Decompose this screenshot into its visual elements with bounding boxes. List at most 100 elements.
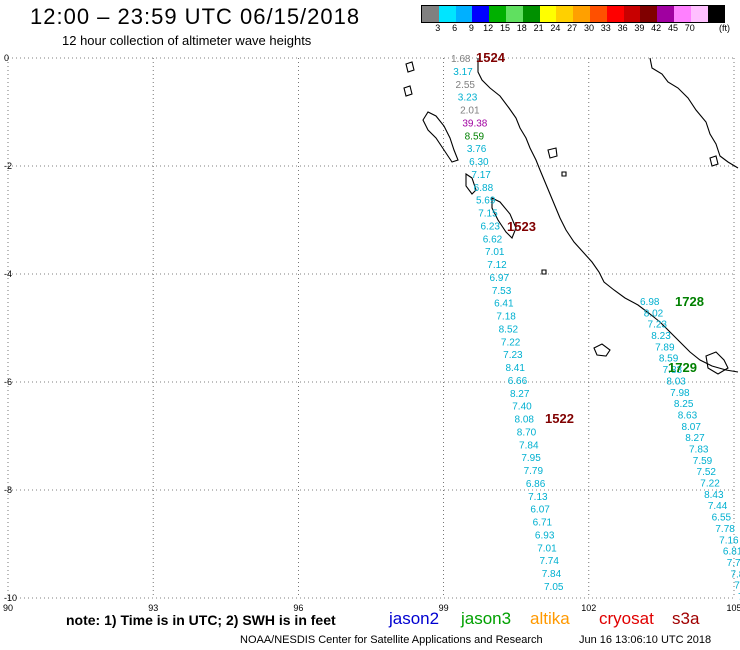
satellite-s3a: s3a xyxy=(672,609,700,628)
wave-height-value: 7.01 xyxy=(537,543,557,554)
wave-height-value: 7.89 xyxy=(655,342,675,353)
lat-tick-label: -6 xyxy=(4,377,12,387)
bangka-island xyxy=(705,351,729,375)
wave-height-value: 3.76 xyxy=(467,144,487,155)
satellite-jason2: jason2 xyxy=(389,609,440,628)
islet-north-1 xyxy=(405,61,415,73)
pass-number-label: 1523 xyxy=(507,219,536,234)
wave-height-value: 7.53 xyxy=(492,286,512,297)
wave-height-value: 5.69 xyxy=(476,196,496,207)
wave-height-value: 8.70 xyxy=(517,427,537,438)
wave-height-value: 8.27 xyxy=(685,433,705,444)
wave-height-value: 7.05 xyxy=(544,582,564,593)
wave-height-value: 7.16 xyxy=(719,535,739,546)
color-swatch xyxy=(522,6,540,22)
wave-height-value: 7.22 xyxy=(501,337,521,348)
color-swatch xyxy=(673,6,691,22)
lat-tick-label: -10 xyxy=(4,593,17,603)
wave-height-value: 8.59 xyxy=(659,354,679,365)
wave-height-value: 6.81 xyxy=(723,547,740,558)
color-scale-tick: 18 xyxy=(516,23,527,33)
wave-height-value: 7.40 xyxy=(512,402,532,413)
map-grid xyxy=(7,57,735,599)
wave-height-value: 7.23 xyxy=(503,350,523,361)
wave-height-value: 6.07 xyxy=(530,505,550,516)
wave-height-value: 8.07 xyxy=(681,422,701,433)
color-swatch xyxy=(539,6,557,22)
color-swatch xyxy=(438,6,456,22)
wave-height-value: 7.84 xyxy=(542,569,562,580)
wave-height-value: 2.01 xyxy=(460,106,480,117)
siberut-island xyxy=(491,197,517,239)
color-swatch xyxy=(657,6,674,22)
wave-height-value: 7.98 xyxy=(670,388,690,399)
color-scale-unit: (ft) xyxy=(719,23,730,33)
color-swatch xyxy=(556,6,574,22)
lon-tick-label: 99 xyxy=(439,603,449,613)
lat-tick-label: -2 xyxy=(4,161,12,171)
wave-height-value: 7.83 xyxy=(663,365,683,376)
wave-height-value: 8.23 xyxy=(651,331,671,342)
islet-east-2 xyxy=(561,171,567,177)
islet-north-2 xyxy=(403,85,413,97)
color-swatch xyxy=(455,6,473,22)
wave-height-value: 3.23 xyxy=(458,93,478,104)
wave-height-value: 3.17 xyxy=(453,67,473,78)
wave-height-value: 39.38 xyxy=(462,118,487,129)
wave-height-value: 6.55 xyxy=(712,513,732,524)
wave-height-value: 7.84 xyxy=(519,440,539,451)
wave-height-value: 8.59 xyxy=(465,131,485,142)
credit-text: NOAA/NESDIS Center for Satellite Applica… xyxy=(240,634,543,646)
lat-tick-label: 0 xyxy=(4,53,9,63)
color-swatch xyxy=(707,6,725,22)
map-subtitle: 12 hour collection of altimeter wave hei… xyxy=(62,33,312,48)
wave-height-value: 6.97 xyxy=(490,273,510,284)
color-scale-tick: 9 xyxy=(468,23,474,33)
color-scale-tick: 21 xyxy=(533,23,544,33)
lon-tick-label: 90 xyxy=(3,603,13,613)
color-swatch xyxy=(472,6,490,22)
pass-number-label: 1522 xyxy=(545,411,574,426)
wave-height-value: 7.17 xyxy=(471,170,491,181)
pass-number-label: 1524 xyxy=(476,50,506,65)
wave-height-value: 7.44 xyxy=(708,501,728,512)
map-title: 12:00 – 23:59 UTC 06/15/2018 xyxy=(30,4,361,29)
pass-number-label: 1729 xyxy=(668,360,697,375)
timestamp-text: Jun 16 13:06:10 UTC 2018 xyxy=(579,634,712,646)
pass-labels: 1524 1523 1522 1728 1729 xyxy=(476,50,704,426)
nias-island xyxy=(465,172,477,195)
color-swatch xyxy=(623,6,641,22)
wave-height-value: 7.18 xyxy=(496,312,516,323)
color-swatch xyxy=(606,6,624,22)
color-scale-tick: 27 xyxy=(567,23,578,33)
islet-far-east xyxy=(709,155,719,167)
wave-height-value: 6.93 xyxy=(535,530,555,541)
simeulue-island xyxy=(422,111,459,163)
wave-height-value: 7.79 xyxy=(524,466,544,477)
sumatra-coastline xyxy=(477,58,739,373)
wave-height-value: 6.23 xyxy=(480,221,500,232)
wave-height-value: 6.86 xyxy=(526,479,546,490)
wave-height-value: 8.43 xyxy=(704,490,724,501)
wave-height-value: 8.08 xyxy=(515,415,535,426)
wave-height-value: 7.15 xyxy=(478,209,498,220)
footer-note: note: 1) Time is in UTC; 2) SWH is in fe… xyxy=(66,612,336,628)
color-swatch xyxy=(573,6,590,22)
color-scale-tick: 6 xyxy=(452,23,458,33)
wave-height-value: 6.62 xyxy=(483,234,503,245)
wave-height-value: 8.41 xyxy=(505,363,525,374)
wave-height-value: 8.27 xyxy=(510,389,530,400)
islet-east-3 xyxy=(541,269,547,275)
malay-peninsula-coast xyxy=(649,57,739,169)
wave-height-value: 7.01 xyxy=(485,247,505,258)
wave-height-value: 6.66 xyxy=(508,376,528,387)
wave-height-color-scale xyxy=(421,5,726,23)
wave-height-value: 7.59 xyxy=(693,456,713,467)
lon-tick-label: 93 xyxy=(148,603,158,613)
wave-height-value: 6.71 xyxy=(533,518,553,529)
wave-height-value: 7.78 xyxy=(715,524,735,535)
color-swatch xyxy=(505,6,523,22)
lat-tick-label: -4 xyxy=(4,269,12,279)
lon-tick-label: 102 xyxy=(581,603,596,613)
color-swatch xyxy=(589,6,607,22)
